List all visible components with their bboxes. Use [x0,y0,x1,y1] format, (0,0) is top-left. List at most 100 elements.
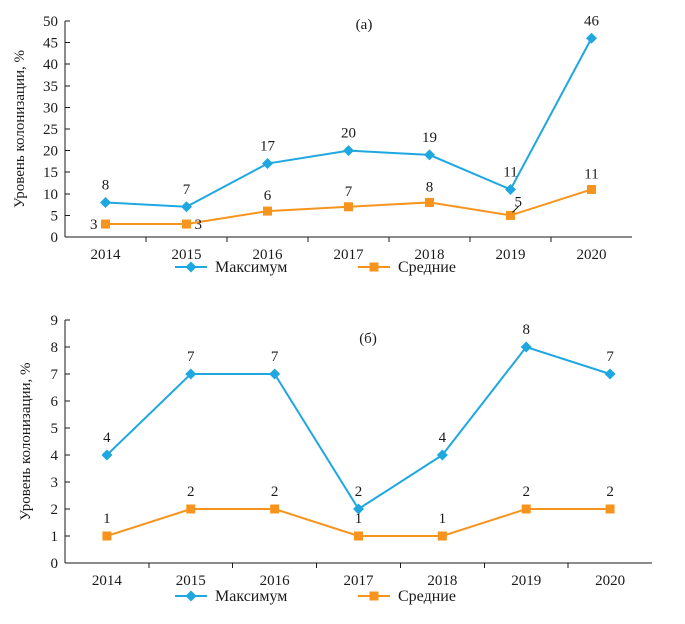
legend-label: Средние [398,588,456,605]
data-point-maximum [269,368,281,380]
data-point-average [437,531,447,541]
data-label: 2 [606,484,614,500]
data-point-average [263,206,272,216]
data-point-average [605,504,615,514]
y-tick-label: 6 [51,394,59,410]
data-point-average [182,219,191,229]
x-tick-label: 2018 [427,573,457,589]
y-tick-label: 50 [43,14,58,30]
y-axis-title: Уровень колонизации, % [18,362,34,520]
data-point-average [506,210,515,220]
data-label: 4 [439,430,447,446]
data-point-maximum [436,449,448,461]
x-tick-label: 2020 [577,247,607,263]
y-tick-label: 0 [51,230,59,246]
x-tick-label: 2016 [253,247,284,263]
data-point-maximum [185,368,197,380]
legend-marker-maximum [185,590,197,602]
data-label: 2 [522,484,530,500]
data-point-average [587,184,596,194]
y-tick-label: 5 [51,208,59,224]
data-label: 7 [271,349,279,365]
panel-label: (б) [359,331,377,347]
leader-line [512,206,519,213]
y-tick-label: 35 [43,79,58,95]
x-tick-label: 2014 [92,573,123,589]
data-point-average [102,531,112,541]
data-label: 3 [90,217,98,233]
y-tick-label: 4 [51,448,59,464]
x-tick-label: 2018 [415,247,445,263]
data-label: 2 [271,484,279,500]
y-tick-label: 9 [51,313,59,329]
y-tick-label: 2 [51,502,59,518]
legend-marker-average [369,262,379,272]
data-point-maximum [343,145,354,157]
data-label: 3 [195,217,203,233]
data-label: 8 [102,177,110,193]
series-line-1 [105,37,593,208]
y-tick-label: 15 [43,165,58,181]
legend: Максимум Средние [175,588,456,605]
data-point-maximum [100,196,111,208]
y-tick-label: 7 [51,367,59,383]
data-point-maximum [604,368,616,380]
data-label: 8 [426,179,434,195]
data-point-maximum [262,158,273,170]
data-point-maximum [520,341,532,353]
data-point-average [270,504,280,514]
data-label: 20 [341,126,356,142]
y-axis-title: Уровень колонизации, % [12,50,28,208]
data-label: 6 [264,188,272,204]
data-label: 7 [345,184,353,200]
y-tick-label: 0 [51,556,59,572]
data-label: 7 [187,349,195,365]
data-label: 5 [515,194,523,210]
data-label: 2 [187,484,195,500]
data-label: 8 [522,322,530,338]
data-point-average [186,504,196,514]
legend-label: Средние [398,259,456,276]
data-label: 1 [103,511,111,527]
legend-marker-maximum [185,261,197,273]
y-tick-label: 8 [51,340,59,356]
x-tick-label: 2016 [260,573,291,589]
data-label: 11 [584,166,598,182]
x-tick-label: 2017 [344,573,375,589]
y-tick-label: 20 [43,144,58,160]
y-tick-label: 25 [43,122,58,138]
data-point-maximum [505,183,516,195]
data-point-average [344,202,353,212]
data-point-maximum [101,449,113,461]
data-label: 2 [355,484,363,500]
data-point-average [521,504,531,514]
y-tick-label: 1 [51,529,59,545]
legend-label: Максимум [215,259,287,276]
x-tick-label: 2015 [176,573,206,589]
y-tick-label: 3 [51,475,59,491]
data-point-average [354,531,363,541]
data-point-average [425,197,434,207]
data-label: 1 [439,511,447,527]
data-label: 7 [606,349,614,365]
data-point-maximum [181,201,192,213]
legend-marker-average [369,591,379,601]
y-tick-label: 45 [43,36,58,52]
data-label: 4 [103,430,111,446]
y-tick-label: 10 [43,187,58,203]
x-tick-label: 2020 [595,573,625,589]
panel-label: (а) [356,17,373,33]
data-label: 19 [422,130,437,146]
data-point-maximum [424,149,435,161]
x-tick-label: 2019 [496,247,526,263]
chart-panel-2: 0 1 2 3 4 5 6 7 8 9 2014 2015 2016 2017 2018 2019 2020 Ур… [18,313,652,605]
x-tick-label: 2017 [334,247,365,263]
y-tick-label: 30 [43,100,58,116]
data-label: 7 [183,182,191,198]
data-label: 1 [355,511,363,527]
data-point-maximum [353,503,364,515]
legend: Максимум Средние [175,259,456,276]
data-label: 46 [584,13,600,29]
